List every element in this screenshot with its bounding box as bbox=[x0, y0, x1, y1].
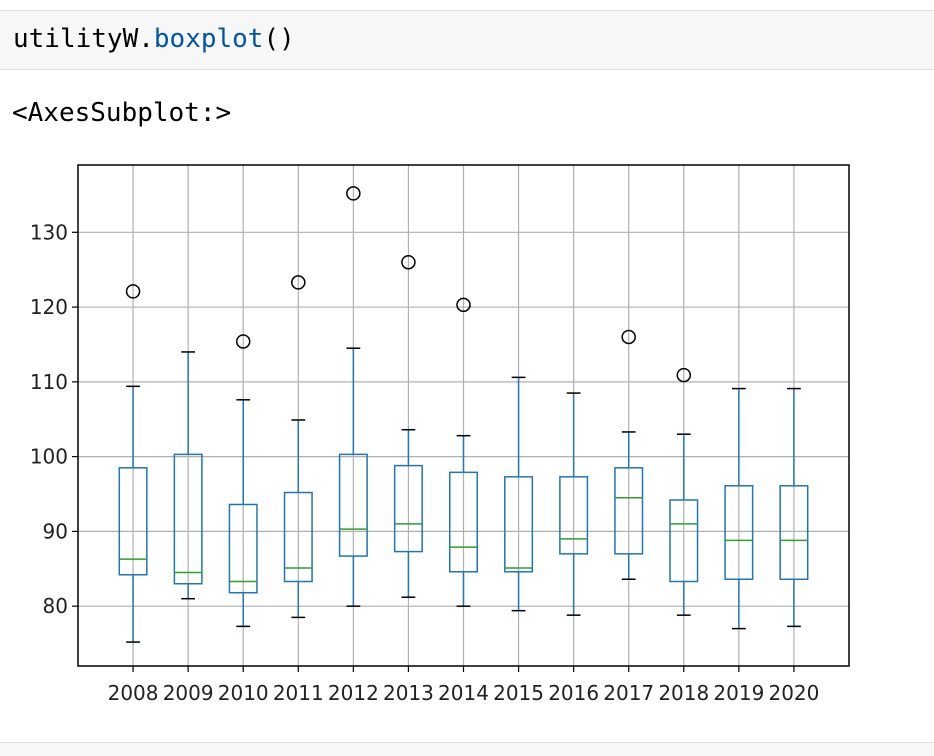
iqr-box bbox=[669, 499, 699, 583]
x-tick-label: 2013 bbox=[383, 681, 434, 705]
iqr-box bbox=[393, 464, 423, 553]
x-tick-label: 2011 bbox=[273, 681, 324, 705]
outlier-point bbox=[401, 254, 416, 270]
iqr-box bbox=[504, 476, 534, 573]
axes: 80 90 100 110 120 130 2008 2009 2010 2011 2012 2013… bbox=[30, 220, 820, 705]
iqr-box bbox=[173, 453, 203, 585]
iqr-box bbox=[614, 467, 644, 555]
outlier-point bbox=[291, 275, 306, 290]
iqr-box bbox=[559, 476, 589, 555]
x-tick-label: 2009 bbox=[163, 681, 214, 705]
outlier-point bbox=[346, 186, 361, 201]
box-2016 bbox=[559, 392, 589, 616]
box-2011 bbox=[283, 275, 313, 619]
box-2010 bbox=[228, 334, 258, 628]
box-2019 bbox=[724, 387, 754, 630]
box-2015 bbox=[504, 376, 534, 612]
y-tick-label: 80 bbox=[43, 594, 68, 618]
box-2020 bbox=[779, 387, 809, 628]
output-repr-text: <AxesSubplot:> bbox=[12, 98, 232, 128]
outlier-point bbox=[125, 284, 141, 299]
iqr-box bbox=[724, 485, 754, 581]
code-parens-text: () bbox=[263, 24, 295, 54]
box-2012 bbox=[338, 186, 368, 607]
iqr-box bbox=[118, 467, 148, 576]
code-method-text: boxplot bbox=[153, 24, 264, 54]
y-tick-label: 120 bbox=[30, 295, 68, 319]
iqr-box bbox=[228, 503, 258, 594]
outlier-point bbox=[235, 334, 251, 349]
box-2017 bbox=[614, 329, 644, 581]
box-2009 bbox=[173, 351, 203, 600]
y-tick-label: 110 bbox=[30, 370, 68, 394]
x-tick-label: 2015 bbox=[493, 681, 544, 705]
x-tick-label: 2008 bbox=[108, 681, 159, 705]
y-tick-label: 130 bbox=[30, 220, 68, 244]
outlier-point bbox=[456, 297, 471, 313]
x-tick-label: 2012 bbox=[328, 681, 379, 705]
code-object-text: utilityW. bbox=[13, 24, 154, 54]
y-tick-label: 90 bbox=[43, 519, 68, 543]
y-tick-label: 100 bbox=[30, 445, 68, 469]
box-2013 bbox=[393, 254, 423, 598]
outlier-point bbox=[621, 329, 636, 345]
x-tick-label: 2017 bbox=[603, 681, 654, 705]
x-tick-label: 2018 bbox=[658, 681, 709, 705]
iqr-box bbox=[283, 491, 313, 583]
box-2008 bbox=[118, 284, 148, 643]
boxplot-figure: 80 90 100 110 120 130 2008 2009 2010 2011 2012 2013… bbox=[30, 164, 850, 705]
next-code-cell[interactable] bbox=[0, 742, 934, 756]
x-tick-label: 2014 bbox=[438, 681, 489, 705]
x-tick-label: 2020 bbox=[768, 681, 819, 705]
iqr-box bbox=[448, 471, 479, 573]
x-tick-label: 2010 bbox=[218, 681, 269, 705]
iqr-box bbox=[338, 453, 368, 557]
code-line[interactable]: utilityW.boxplot() bbox=[13, 22, 295, 56]
x-tick-label: 2016 bbox=[548, 681, 599, 705]
iqr-box bbox=[779, 485, 809, 581]
outlier-point bbox=[676, 367, 692, 383]
box-2014 bbox=[448, 297, 479, 607]
box-2018 bbox=[669, 367, 699, 616]
code-input-cell[interactable]: utilityW.boxplot() bbox=[0, 10, 934, 70]
box-series bbox=[118, 186, 809, 643]
x-tick-label: 2019 bbox=[713, 681, 764, 705]
